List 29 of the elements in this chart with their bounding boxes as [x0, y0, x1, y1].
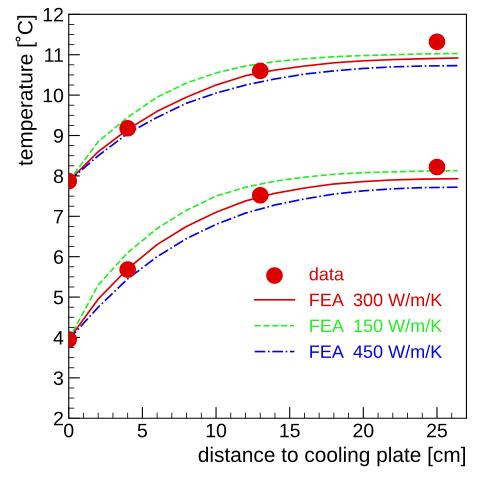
point: [428, 34, 446, 50]
x-tick-label: 10: [206, 424, 226, 438]
point: [119, 261, 136, 278]
y-tick-label: 3: [54, 371, 64, 386]
point: [252, 62, 269, 80]
x-tick-label: 0: [64, 424, 74, 438]
y-tick-label: 8: [54, 169, 64, 184]
legend-label: FEA 300 W/m/K: [310, 293, 442, 306]
x-tick-label: 15: [280, 424, 300, 438]
y-tick-label: 4: [54, 331, 64, 345]
point: [428, 158, 446, 176]
x-tick-label: 20: [354, 424, 374, 438]
y-tick-label: 5: [54, 290, 64, 304]
y-tick-label: 11: [45, 48, 63, 62]
x-tick-label: 5: [138, 424, 147, 438]
legend-label: FEA 150 W/m/K: [310, 318, 442, 332]
legend-label: FEA 450 W/m/K: [310, 344, 442, 358]
y-tick-label: 7: [54, 210, 63, 224]
y-tick-label: 12: [44, 8, 63, 22]
y-axis-title: temperature [˚C]: [16, 16, 37, 166]
y-tick-label: 10: [44, 88, 64, 102]
y-tick-label: 2: [54, 412, 63, 426]
x-tick-label: 25: [427, 424, 447, 438]
legend-label: data: [310, 267, 344, 280]
point: [119, 120, 136, 137]
y-tick-label: 9: [54, 128, 63, 143]
x-axis-title: distance to cooling plate [cm]: [198, 446, 465, 466]
point: [252, 186, 269, 204]
y-tick-label: 6: [54, 250, 64, 264]
